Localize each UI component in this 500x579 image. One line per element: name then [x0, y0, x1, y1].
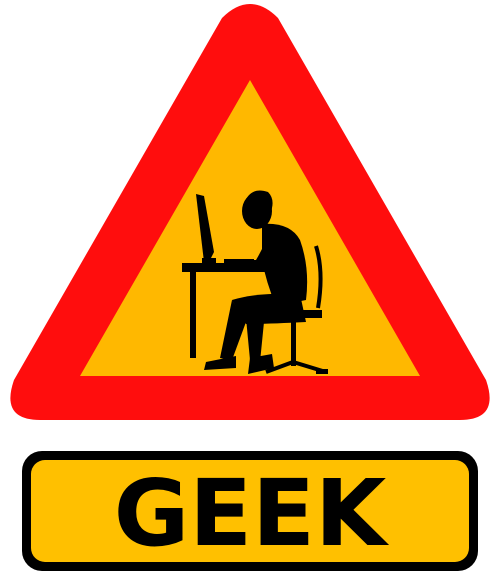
person-leg-front	[220, 300, 246, 360]
person-shoe-back	[248, 354, 274, 374]
person-hair	[244, 190, 273, 214]
sign-label: GEEK	[114, 460, 390, 567]
desk-leg	[190, 270, 196, 358]
chair-back	[314, 245, 323, 309]
triangle-amber-field	[80, 80, 420, 376]
person-at-computer-icon	[182, 190, 328, 374]
monitor-shape	[196, 194, 214, 262]
desk-top	[182, 263, 266, 272]
label-plate-field	[31, 460, 469, 562]
chair-post	[291, 316, 296, 366]
person-leg-back	[246, 318, 264, 362]
chair-foot	[316, 369, 328, 374]
person-shoe-front	[204, 356, 236, 370]
person-arm	[238, 232, 282, 268]
chair-base	[265, 359, 327, 374]
chair-seat	[270, 310, 322, 318]
monitor-stand	[202, 258, 216, 266]
label-plate: GEEK	[22, 451, 478, 571]
